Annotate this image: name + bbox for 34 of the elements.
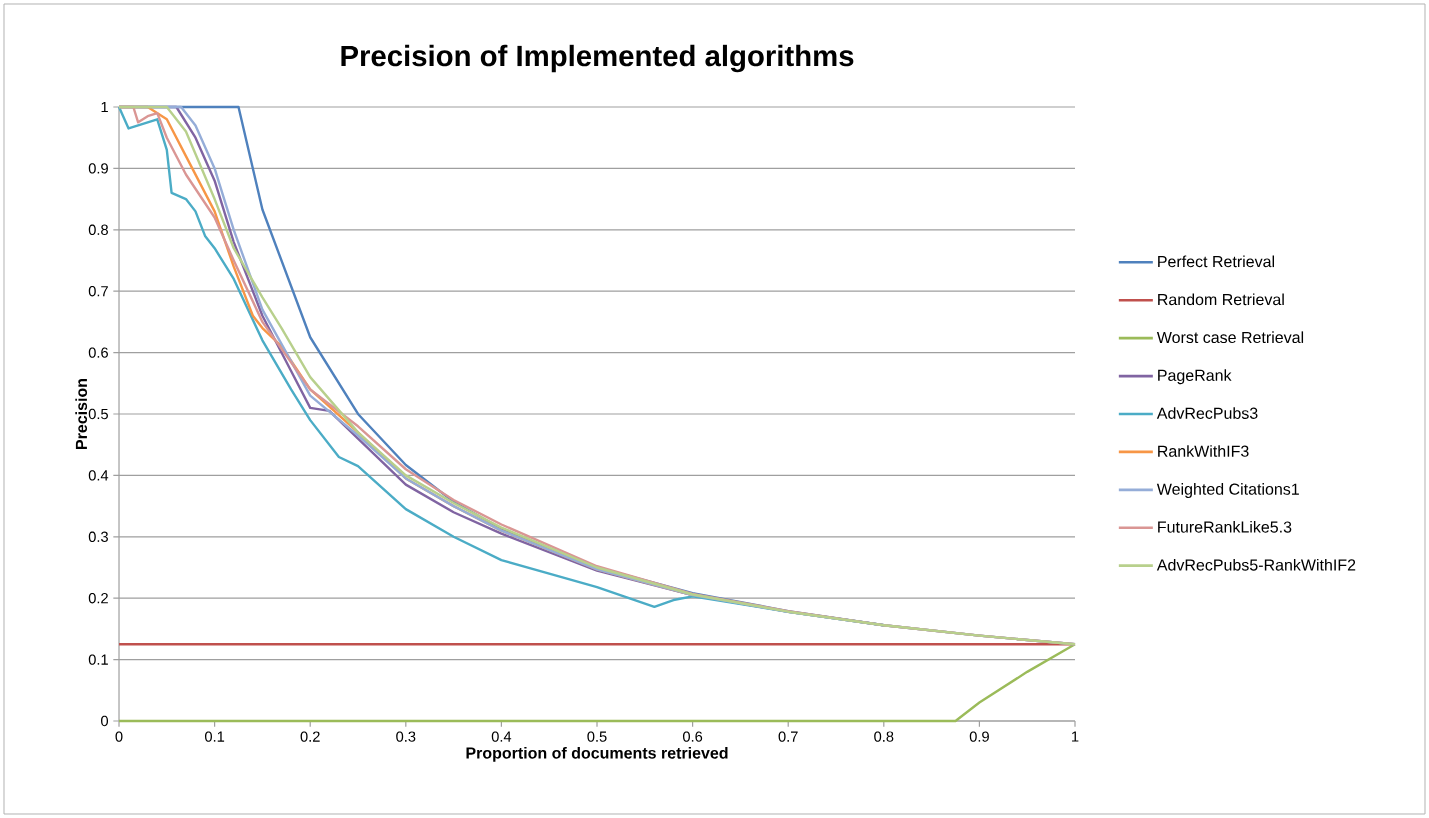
legend-label: AdvRecPubs3 (1156, 407, 1258, 419)
x-axis-title: Proportion of documents retrieved (466, 746, 728, 762)
x-tick-label: 0.2 (300, 731, 320, 742)
legend-label: Weighted Citations1 (1156, 483, 1299, 498)
legend-label: PageRank (1158, 369, 1232, 385)
x-tick-label: 0.9 (969, 731, 989, 742)
legend-label: Worst case Retrieval (1156, 331, 1304, 344)
y-tick-label: 0.4 (88, 470, 109, 481)
y-tick-label: 0.3 (88, 531, 108, 542)
legend-label: Random Retrieval (1158, 293, 1284, 306)
y-tick-label: 0 (101, 715, 109, 727)
x-tick-label: 0.8 (874, 731, 894, 742)
x-tick-label: 0.1 (204, 731, 225, 742)
x-tick-label: 0.5 (587, 731, 607, 742)
y-axis-title: Precision (75, 378, 88, 449)
x-tick-label: 0.4 (491, 731, 512, 742)
y-tick-label: 0.5 (88, 408, 108, 420)
y-tick-label: 1 (101, 101, 108, 113)
y-tick-label: 0.2 (88, 593, 108, 604)
y-tick-label: 0.1 (88, 654, 108, 665)
y-tick-label: 0.9 (88, 163, 108, 174)
legend-label: Perfect Retrieval (1158, 255, 1275, 268)
y-tick-label: 0.8 (88, 224, 108, 235)
x-tick-label: 0.7 (778, 731, 798, 742)
y-tick-label: 0.7 (88, 286, 108, 297)
y-tick-label: 0.6 (88, 347, 108, 358)
legend-label: FutureRankLike5.3 (1158, 520, 1292, 533)
legend-label: RankWithIF3 (1158, 445, 1249, 457)
x-tick-label: 0.3 (396, 731, 416, 742)
x-tick-label: 1 (1072, 731, 1079, 742)
chart-title: Precision of Implemented algorithms (341, 44, 854, 73)
legend-label: AdvRecPubs5-RankWithIF2 (1156, 558, 1356, 571)
x-tick-label: 0.6 (682, 731, 703, 742)
x-tick-label: 0 (115, 731, 123, 742)
